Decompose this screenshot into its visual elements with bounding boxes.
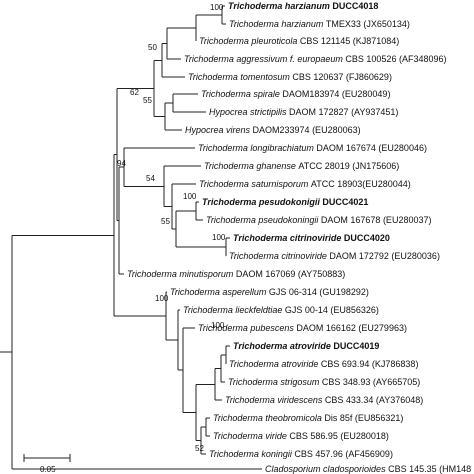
bootstrap-value: 55: [161, 217, 170, 226]
leaf-label: Trichoderma pleuroticola CBS 121145 (KJ8…: [199, 36, 399, 46]
strain-id: DAOM233974 (EU280063): [250, 125, 361, 135]
strain-id: CBS 348.93 (AY665705): [319, 377, 420, 387]
strain-id: TMEX33 (JX650134): [323, 19, 410, 29]
leaf-label: Trichoderma atroviride CBS 693.94 (KJ786…: [229, 359, 418, 369]
leaf-label: Trichoderma theobromicola Dis 85f (EU856…: [213, 413, 403, 423]
leaf-label: Trichoderma tomentosum CBS 120637 (FJ860…: [188, 72, 392, 82]
strain-id: DAOM 166162 (EU279963): [294, 323, 407, 333]
taxon-name: Trichoderma harzianum: [229, 19, 324, 29]
taxon-name: Cladosporium cladosporioides: [265, 464, 386, 474]
leaf-label: Trichoderma ghanense ATCC 28019 (JN17560…: [204, 161, 399, 171]
strain-id: DUCC4021: [320, 197, 369, 207]
bootstrap-value: 94: [117, 159, 126, 168]
strain-id: CBS 433.34 (AY376048): [322, 395, 423, 405]
taxon-name: Trichoderma pesudokonigii: [202, 197, 320, 207]
leaf-label: Hypocrea virens DAOM233974 (EU280063): [185, 125, 361, 135]
strain-id: DAOM 172792 (EU280036): [327, 251, 440, 261]
tree-branches: [0, 5, 262, 470]
bootstrap-value: 62: [130, 88, 139, 97]
bootstrap-value: 50: [148, 43, 157, 52]
leaf-label: Trichoderma lieckfeldtiae GJS 00-14 (EU8…: [183, 305, 379, 315]
taxon-name: Trichoderma harzianum: [228, 1, 330, 11]
leaf-label: Trichoderma harzianum DUCC4018: [228, 1, 378, 11]
strain-id: DAOM 167678 (EU280037): [318, 215, 431, 225]
taxon-name: Trichoderma longibrachiatum: [198, 143, 314, 153]
leaf-label: Trichoderma asperellum GJS 06-314 (GU198…: [170, 287, 369, 297]
strain-id: CBS 100526 (AF348096): [343, 54, 447, 64]
strain-id: DAOM 167069 (AY750883): [233, 269, 345, 279]
taxon-name: Trichoderma theobromicola: [213, 413, 322, 423]
taxon-name: Trichoderma ghanense: [204, 161, 296, 171]
taxon-name: Trichoderma pubescens: [198, 323, 294, 333]
taxon-name: Trichoderma citrinoviride: [229, 251, 327, 261]
leaf-label: Trichoderma saturnisporum ATCC 18903(EU2…: [199, 179, 411, 189]
leaf-label: Trichoderma pesudokonigii DUCC4021: [202, 197, 368, 207]
leaf-label: Trichoderma longibrachiatum DAOM 167674 …: [198, 143, 427, 153]
taxon-name: Trichoderma aggressivum f. europaeum: [184, 54, 343, 64]
leaf-label: Trichoderma minutisporum DAOM 167069 (AY…: [127, 269, 345, 279]
strain-id: ATCC 28019 (JN175606): [296, 161, 399, 171]
bootstrap-value: 55: [143, 96, 152, 105]
taxon-name: Trichoderma atroviride: [229, 359, 318, 369]
scale-bar-label: 0.05: [40, 465, 56, 474]
taxon-name: Trichoderma lieckfeldtiae: [183, 305, 282, 315]
leaf-label: Trichoderma viride CBS 586.95 (EU280018): [213, 431, 389, 441]
strain-id: DAOM183974 (EU280049): [280, 89, 391, 99]
taxon-name: Trichoderma pseudokoningii: [206, 215, 319, 225]
taxon-name: Trichoderma spirale: [201, 89, 280, 99]
leaf-label: Hypocrea strictipilis DAOM 172827 (AY937…: [209, 107, 398, 117]
leaf-label: Trichoderma viridescens CBS 433.34 (AY37…: [225, 395, 423, 405]
taxon-name: Trichoderma tomentosum: [188, 72, 290, 82]
bootstrap-value: 100: [210, 3, 224, 12]
leaf-label: Trichoderma pubescens DAOM 166162 (EU279…: [198, 323, 407, 333]
leaf-label: Cladosporium cladosporioides CBS 145.35 …: [265, 464, 471, 474]
taxon-name: Hypocrea strictipilis: [209, 107, 287, 117]
taxon-name: Trichoderma atroviride: [233, 341, 331, 351]
taxon-name: Trichoderma koningii: [209, 449, 293, 459]
bootstrap-value: 100: [212, 233, 226, 242]
strain-id: CBS 120637 (FJ860629): [290, 72, 392, 82]
strain-id: DUCC4019: [331, 341, 380, 351]
leaf-label: Trichoderma citrinoviride DAOM 172792 (E…: [229, 251, 440, 261]
strain-id: CBS 121145 (KJ871084): [297, 36, 399, 46]
taxon-name: Trichoderma saturnisporum: [199, 179, 309, 189]
strain-id: ATCC 18903(EU280044): [308, 179, 410, 189]
strain-id: CBS 145.35 (HM148: [386, 464, 472, 474]
strain-id: DAOM 172827 (AY937451): [287, 107, 399, 117]
scale-bar: 0.05: [23, 454, 71, 474]
leaf-label: Trichoderma aggressivum f. europaeum CBS…: [184, 54, 446, 64]
leaf-label: Trichoderma strigosum CBS 348.93 (AY6657…: [228, 377, 420, 387]
strain-id: DUCC4018: [330, 1, 379, 11]
bootstrap-value: 52: [195, 444, 204, 453]
strain-id: CBS 457.96 (AF456909): [292, 449, 393, 459]
leaf-label: Trichoderma citrinoviride DUCC4020: [233, 233, 390, 243]
strain-id: DAOM 167674 (EU280046): [314, 143, 427, 153]
strain-id: GJS 06-314 (GU198292): [266, 287, 369, 297]
bootstrap-value: 100: [183, 192, 197, 201]
leaf-label: Trichoderma pseudokoningii DAOM 167678 (…: [206, 215, 431, 225]
bootstrap-value: 100: [211, 321, 225, 330]
taxon-name: Trichoderma citrinoviride: [233, 233, 341, 243]
taxon-name: Trichoderma minutisporum: [127, 269, 234, 279]
bootstrap-values: 100 50 62 55 94 54 100 55 100 100 100 52: [117, 3, 226, 453]
bootstrap-value: 100: [155, 294, 169, 303]
taxon-name: Trichoderma strigosum: [228, 377, 320, 387]
leaf-label: Trichoderma harzianum TMEX33 (JX650134): [229, 19, 410, 29]
taxon-name: Trichoderma viridescens: [225, 395, 323, 405]
taxon-name: Hypocrea virens: [185, 125, 251, 135]
leaf-label: Trichoderma atroviride DUCC4019: [233, 341, 379, 351]
strain-id: Dis 85f (EU856321): [322, 413, 404, 423]
taxon-name: Trichoderma pleuroticola: [199, 36, 297, 46]
taxon-name: Trichoderma asperellum: [170, 287, 267, 297]
strain-id: DUCC4020: [341, 233, 390, 243]
leaf-label: Trichoderma spirale DAOM183974 (EU280049…: [201, 89, 390, 99]
strain-id: GJS 00-14 (EU856326): [282, 305, 379, 315]
strain-id: CBS 586.95 (EU280018): [287, 431, 389, 441]
strain-id: CBS 693.94 (KJ786838): [318, 359, 418, 369]
taxon-name: Trichoderma viride: [213, 431, 287, 441]
leaf-label: Trichoderma koningii CBS 457.96 (AF45690…: [209, 449, 393, 459]
bootstrap-value: 54: [146, 174, 155, 183]
leaf-labels: Trichoderma harzianum DUCC4018Trichoderm…: [127, 1, 471, 474]
